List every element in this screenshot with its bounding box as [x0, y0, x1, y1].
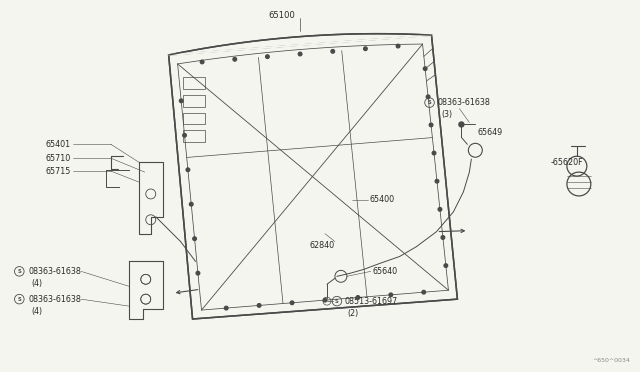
Circle shape — [186, 168, 189, 171]
Circle shape — [422, 291, 426, 294]
Circle shape — [266, 55, 269, 58]
Circle shape — [298, 52, 302, 56]
Text: 08513-61697: 08513-61697 — [345, 296, 398, 306]
Circle shape — [429, 123, 433, 127]
Text: S: S — [335, 299, 339, 304]
Text: (4): (4) — [31, 307, 42, 315]
Circle shape — [438, 208, 442, 211]
Bar — [182, 95, 205, 107]
Circle shape — [356, 296, 360, 299]
Circle shape — [364, 47, 367, 51]
Circle shape — [423, 67, 427, 70]
Text: 65715: 65715 — [45, 167, 71, 176]
Bar — [182, 113, 205, 125]
Text: 08363-61638: 08363-61638 — [28, 295, 81, 304]
Text: 65401: 65401 — [46, 140, 71, 149]
Circle shape — [426, 95, 430, 99]
Text: ^650^0034: ^650^0034 — [593, 358, 630, 363]
Circle shape — [183, 134, 186, 137]
Bar — [182, 131, 205, 142]
Text: 65710: 65710 — [46, 154, 71, 163]
Circle shape — [200, 60, 204, 64]
Circle shape — [291, 301, 294, 305]
Circle shape — [432, 151, 436, 155]
Circle shape — [441, 236, 445, 239]
Text: 65649: 65649 — [477, 128, 502, 137]
Text: (3): (3) — [442, 110, 452, 119]
Circle shape — [196, 271, 200, 275]
Circle shape — [225, 306, 228, 310]
Text: 65640: 65640 — [372, 267, 398, 276]
Circle shape — [459, 122, 464, 127]
Text: 65100: 65100 — [269, 11, 296, 20]
Circle shape — [389, 293, 392, 296]
Text: (2): (2) — [347, 308, 358, 318]
Text: (4): (4) — [31, 279, 42, 288]
Text: S: S — [17, 269, 21, 274]
Circle shape — [396, 44, 400, 48]
Bar — [182, 77, 205, 89]
Circle shape — [179, 99, 183, 103]
Circle shape — [331, 49, 335, 53]
Text: 08363-61638: 08363-61638 — [438, 98, 490, 107]
Circle shape — [193, 237, 196, 240]
Text: 62840: 62840 — [309, 241, 335, 250]
Circle shape — [257, 304, 261, 307]
Circle shape — [435, 179, 439, 183]
Circle shape — [233, 58, 237, 61]
Circle shape — [444, 264, 447, 267]
Text: 65400: 65400 — [370, 195, 395, 204]
Text: S: S — [17, 296, 21, 302]
Text: 08363-61638: 08363-61638 — [28, 267, 81, 276]
Circle shape — [323, 298, 327, 302]
Text: -65620F: -65620F — [551, 158, 584, 167]
Text: S: S — [428, 100, 431, 105]
Circle shape — [189, 202, 193, 206]
